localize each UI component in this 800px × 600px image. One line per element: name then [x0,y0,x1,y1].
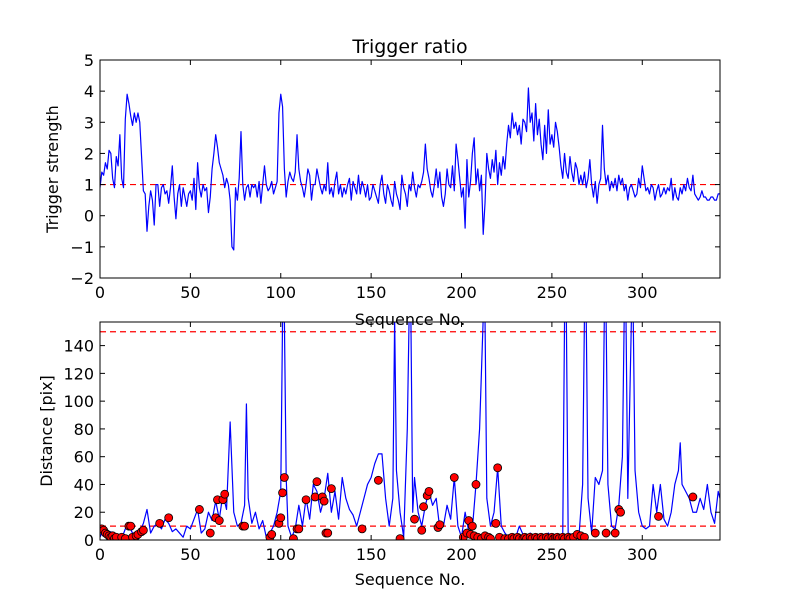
data-point-marker [395,534,405,540]
x-tick-label: 150 [356,545,387,564]
data-point-marker [471,480,481,489]
x-tick-label: 200 [446,545,477,564]
data-point-marker [326,484,336,494]
top-axes-frame [99,59,721,279]
data-point-marker [220,489,230,499]
data-point-marker [279,473,289,482]
y-tick-label: 60 [74,448,94,467]
data-point-marker [610,528,620,538]
data-point-marker [205,528,215,538]
data-point-marker [301,495,311,505]
data-point-marker [449,473,459,482]
plot-clip-group [100,322,720,540]
x-tick-label: 250 [537,545,568,564]
y-tick-label: 4 [84,82,94,101]
plot-clip-group [100,87,720,251]
data-point-marker [601,528,611,538]
data-point-marker [278,488,287,498]
data-point-marker [580,532,589,540]
y-tick-label: 40 [74,475,94,494]
x-tick-label: 100 [265,545,296,564]
x-tick-label: 300 [627,283,658,302]
data-point-marker [319,496,329,506]
top-axis-ticks: 0 50 100 150 200 250 300 −2 −1 0 1 2 3 4 5 [70,51,720,302]
data-point-marker [276,513,286,523]
data-point-marker [126,521,136,531]
y-tick-label: 140 [63,337,94,356]
y-tick-label: 3 [84,113,94,132]
data-point-marker [491,518,501,528]
data-point-marker [493,463,503,473]
x-tick-label: 0 [95,545,105,564]
data-point-marker [323,528,333,538]
data-point-marker [155,518,165,528]
y-tick-label: 2 [84,144,94,163]
y-tick-label: 80 [74,420,94,439]
series-line [100,87,720,251]
trigger-ratio-panel: Trigger ratio 0 50 100 150 200 250 300 −2 −1 0 1 2 3… [43,36,721,329]
data-point-marker [435,520,445,530]
data-point-marker [373,475,383,485]
x-tick-label: 250 [537,283,568,302]
data-point-marker [654,511,663,521]
data-point-marker [164,513,174,523]
top-y-axis-label: Trigger strength [43,105,62,234]
data-point-marker [467,521,477,531]
chart-title: Trigger ratio [351,36,467,58]
bottom-axes-frame [99,321,721,541]
distance-plot-area [100,322,720,540]
y-tick-label: 0 [84,531,94,550]
y-tick-label: 1 [84,176,94,195]
data-point-marker [410,514,419,524]
data-point-marker [214,516,224,525]
data-point-marker [312,477,322,487]
y-tick-label: −1 [70,238,94,257]
bottom-y-axis-label: Distance [pix] [37,375,56,487]
data-point-marker [138,525,148,535]
y-tick-label: −2 [70,269,94,288]
data-point-marker [294,524,304,534]
top-x-axis-label: Sequence No. [355,310,466,329]
data-point-marker [195,505,204,514]
data-point-marker [688,492,698,502]
x-tick-label: 200 [446,283,477,302]
data-point-marker [267,530,277,539]
trigger-plot-area [100,87,720,251]
data-point-marker [417,525,427,535]
y-tick-label: 0 [84,207,94,226]
data-point-marker [310,492,320,502]
bottom-axis-ticks: 0 50 100 150 200 250 300 0 20 40 60 80 100 120 140 [63,322,720,564]
data-point-marker [486,534,495,540]
data-point-marker [424,487,434,496]
x-tick-label: 300 [627,545,658,564]
y-tick-label: 120 [63,364,94,383]
y-tick-label: 100 [63,392,94,411]
x-tick-label: 150 [356,283,387,302]
data-point-marker [240,521,250,531]
bottom-x-axis-label: Sequence No. [355,570,466,589]
y-tick-label: 20 [74,503,94,522]
data-point-marker [616,507,625,517]
data-point-marker [590,528,600,538]
data-point-marker [419,502,428,512]
x-tick-label: 50 [180,283,200,302]
y-tick-label: 5 [84,51,94,70]
data-point-marker [289,534,298,540]
x-tick-label: 0 [95,283,105,302]
data-point-marker [357,524,367,534]
x-tick-label: 100 [265,283,296,302]
distance-panel: 0 50 100 150 200 250 300 0 20 40 60 80 100 120 140 Seq… [37,321,721,589]
x-tick-label: 50 [180,545,200,564]
